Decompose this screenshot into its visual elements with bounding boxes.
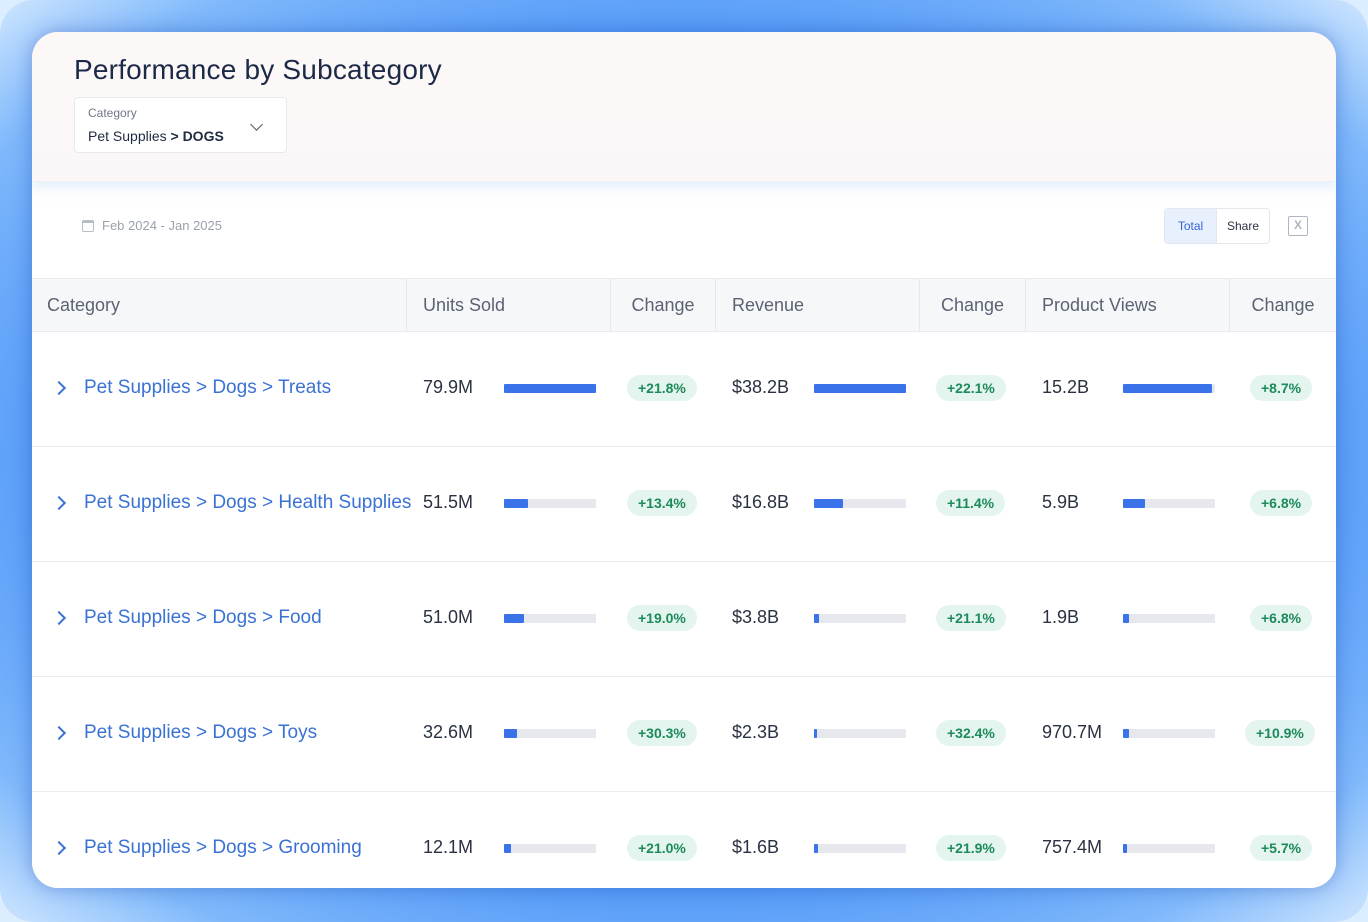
product-views-bar-fill <box>1123 729 1129 738</box>
card-header: Performance by Subcategory Category Pet … <box>32 32 1336 182</box>
toggle-total[interactable]: Total <box>1165 209 1217 243</box>
calendar-icon <box>82 219 94 232</box>
revenue-change-badge: +21.9% <box>936 835 1006 861</box>
product-views-bar <box>1123 729 1215 738</box>
column-header-revenue-change[interactable]: Change <box>920 279 1026 331</box>
revenue-value: $1.6B <box>732 837 780 857</box>
product-views-value: 970.7M <box>1042 722 1103 742</box>
column-header-category[interactable]: Category <box>32 279 407 331</box>
table-row: Pet Supplies > Dogs > Treats 79.9M +21.8… <box>32 332 1336 447</box>
revenue-value: $38.2B <box>732 377 790 397</box>
product-views-bar-fill <box>1123 614 1130 623</box>
date-range: Feb 2024 - Jan 2025 <box>82 218 222 233</box>
units-change-badge: +13.4% <box>627 490 697 516</box>
performance-card: Performance by Subcategory Category Pet … <box>32 32 1336 888</box>
revenue-bar-fill <box>814 499 844 508</box>
units-change-badge: +19.0% <box>627 605 697 631</box>
table-row: Pet Supplies > Dogs > Health Supplies 51… <box>32 447 1336 562</box>
chevron-down-icon <box>250 118 263 131</box>
revenue-bar-fill <box>814 844 818 853</box>
revenue-bar <box>814 614 906 623</box>
revenue-bar <box>814 499 906 508</box>
column-header-revenue[interactable]: Revenue <box>716 279 920 331</box>
revenue-bar-fill <box>814 384 906 393</box>
units-change-badge: +21.8% <box>627 375 697 401</box>
revenue-value: $2.3B <box>732 722 780 742</box>
subcategory-link[interactable]: Pet Supplies > Dogs > Treats <box>84 377 332 398</box>
table-header: Category Units Sold Change Revenue Chang… <box>32 278 1336 332</box>
subcategory-link[interactable]: Pet Supplies > Dogs > Food <box>84 607 322 628</box>
chevron-right-icon[interactable] <box>51 495 67 511</box>
revenue-change-badge: +22.1% <box>936 375 1006 401</box>
column-header-product-views[interactable]: Product Views <box>1026 279 1230 331</box>
category-value-prefix: Pet Supplies <box>88 128 167 144</box>
revenue-change-badge: +21.1% <box>936 605 1006 631</box>
total-share-toggle: Total Share <box>1164 208 1270 244</box>
units-sold-bar-fill <box>504 729 517 738</box>
product-views-bar <box>1123 499 1215 508</box>
units-sold-value: 51.0M <box>423 607 474 627</box>
revenue-bar <box>814 384 906 393</box>
column-header-units-change[interactable]: Change <box>611 279 716 331</box>
views-change-badge: +10.9% <box>1245 720 1315 746</box>
views-change-badge: +5.7% <box>1250 835 1313 861</box>
views-change-badge: +8.7% <box>1250 375 1313 401</box>
units-sold-bar-fill <box>504 614 525 623</box>
units-sold-bar-fill <box>504 499 528 508</box>
category-dropdown-value: Pet Supplies > DOGS <box>88 128 224 144</box>
product-views-bar <box>1123 384 1215 393</box>
units-sold-value: 12.1M <box>423 837 474 857</box>
table-row: Pet Supplies > Dogs > Grooming 12.1M +21… <box>32 792 1336 888</box>
subcategory-link[interactable]: Pet Supplies > Dogs > Health Supplies <box>84 492 412 513</box>
revenue-bar-fill <box>814 729 817 738</box>
units-sold-bar <box>504 844 596 853</box>
table-row: Pet Supplies > Dogs > Toys 32.6M +30.3% … <box>32 677 1336 792</box>
excel-export-icon[interactable]: X <box>1288 216 1308 236</box>
units-sold-bar <box>504 499 596 508</box>
units-sold-bar-fill <box>504 384 596 393</box>
product-views-value: 15.2B <box>1042 377 1090 397</box>
units-sold-bar <box>504 614 596 623</box>
chevron-right-icon[interactable] <box>51 725 67 741</box>
views-change-badge: +6.8% <box>1250 490 1313 516</box>
views-change-badge: +6.8% <box>1250 605 1313 631</box>
chevron-right-icon[interactable] <box>51 840 67 856</box>
toggle-share[interactable]: Share <box>1226 219 1260 233</box>
product-views-value: 5.9B <box>1042 492 1080 512</box>
revenue-bar-fill <box>814 614 819 623</box>
product-views-bar <box>1123 614 1215 623</box>
date-range-text: Feb 2024 - Jan 2025 <box>102 218 222 233</box>
product-views-value: 757.4M <box>1042 837 1103 857</box>
product-views-value: 1.9B <box>1042 607 1080 627</box>
category-value-bold: > DOGS <box>170 128 224 144</box>
product-views-bar <box>1123 844 1215 853</box>
category-dropdown[interactable]: Category Pet Supplies > DOGS <box>74 97 287 153</box>
units-sold-bar-fill <box>504 844 512 853</box>
page-title: Performance by Subcategory <box>74 54 442 85</box>
product-views-bar-fill <box>1123 844 1127 853</box>
chevron-right-icon[interactable] <box>51 380 67 396</box>
revenue-value: $3.8B <box>732 607 780 627</box>
revenue-change-badge: +11.4% <box>936 490 1006 516</box>
revenue-value: $16.8B <box>732 492 790 512</box>
column-header-units-sold[interactable]: Units Sold <box>407 279 611 331</box>
units-sold-value: 79.9M <box>423 377 474 397</box>
units-sold-bar <box>504 729 596 738</box>
category-dropdown-label: Category <box>88 106 137 120</box>
subcategory-link[interactable]: Pet Supplies > Dogs > Grooming <box>84 837 362 858</box>
product-views-bar-fill <box>1123 384 1213 393</box>
revenue-change-badge: +32.4% <box>936 720 1006 746</box>
column-header-views-change[interactable]: Change <box>1251 294 1315 315</box>
units-sold-value: 51.5M <box>423 492 474 512</box>
revenue-bar <box>814 844 906 853</box>
units-change-badge: +30.3% <box>627 720 697 746</box>
chevron-right-icon[interactable] <box>51 610 67 626</box>
table-row: Pet Supplies > Dogs > Food 51.0M +19.0% … <box>32 562 1336 677</box>
units-change-badge: +21.0% <box>627 835 697 861</box>
revenue-bar <box>814 729 906 738</box>
units-sold-value: 32.6M <box>423 722 474 742</box>
product-views-bar-fill <box>1123 499 1146 508</box>
units-sold-bar <box>504 384 596 393</box>
subcategory-link[interactable]: Pet Supplies > Dogs > Toys <box>84 722 318 743</box>
